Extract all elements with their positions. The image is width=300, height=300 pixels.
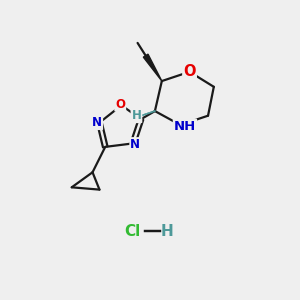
Text: N: N [92,116,102,129]
Text: H: H [161,224,173,239]
Text: O: O [183,64,196,79]
Text: NH: NH [174,120,196,133]
Text: N: N [130,138,140,151]
Polygon shape [143,54,162,81]
Text: Cl: Cl [124,224,141,239]
Text: H: H [131,109,141,122]
Text: O: O [115,98,125,111]
